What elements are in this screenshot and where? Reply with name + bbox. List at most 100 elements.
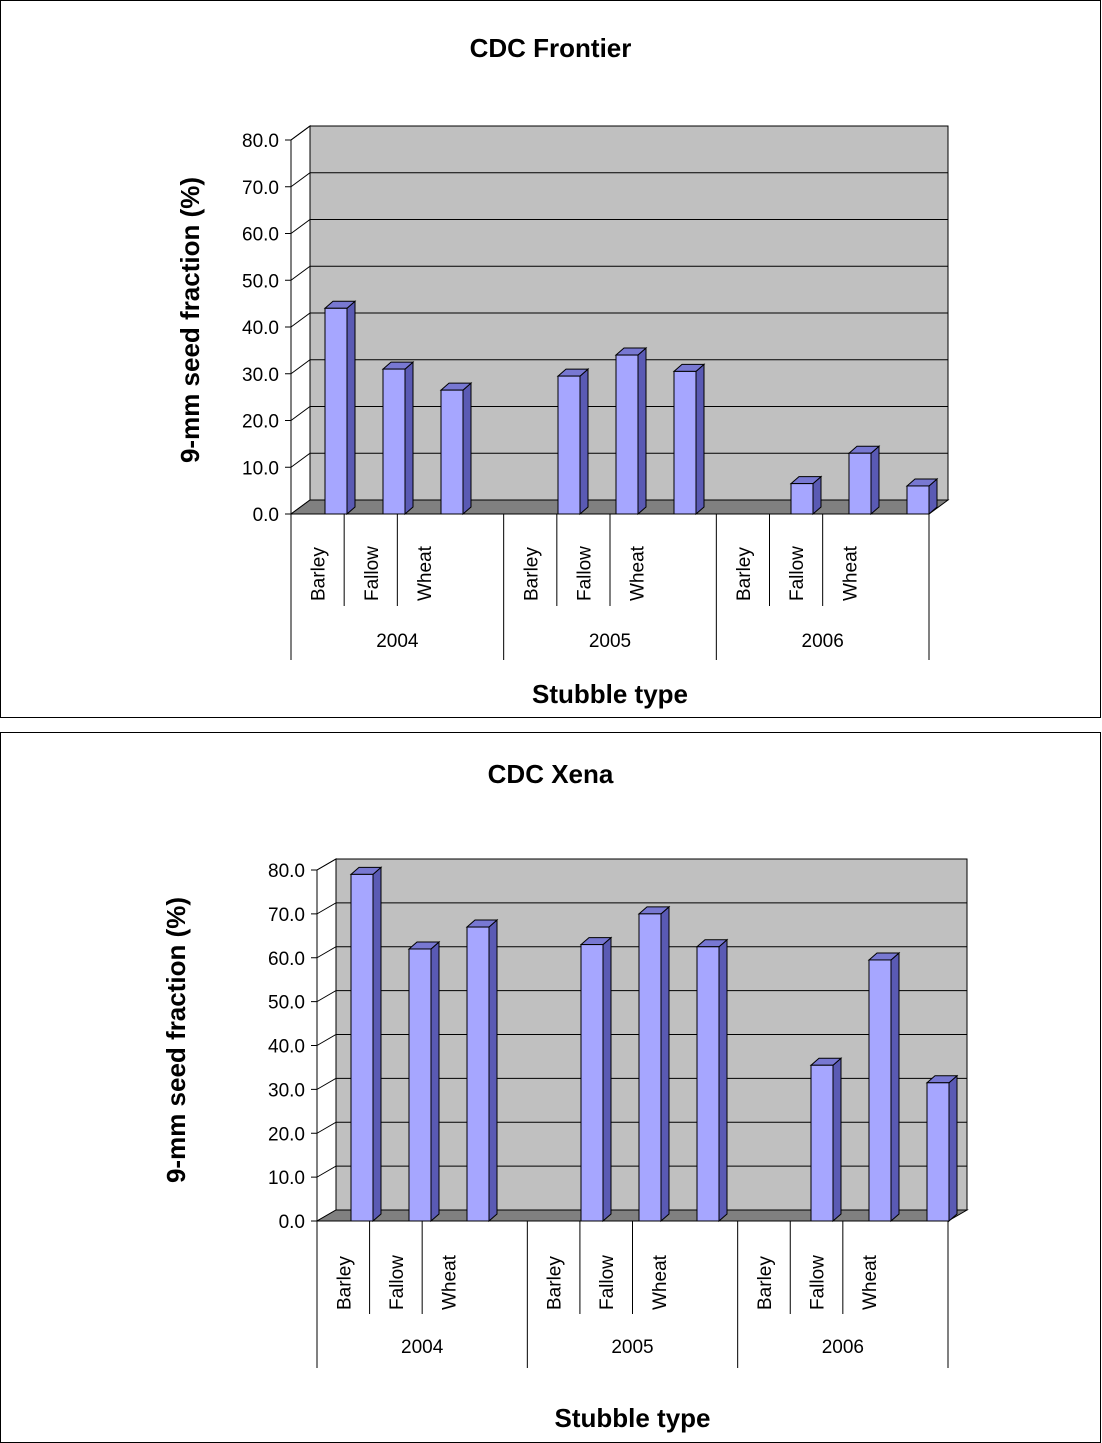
bar-2006-barley — [810, 1064, 834, 1222]
chart-title: CDC Xena — [488, 759, 614, 789]
category-label: Fallow — [387, 1255, 408, 1310]
bar-2005-fallow — [638, 913, 662, 1222]
category-label: Fallow — [597, 1255, 618, 1310]
bar-2004-wheat — [466, 926, 490, 1222]
bar-2004-barley — [350, 873, 374, 1222]
bar-2004-barley — [324, 307, 348, 515]
bar-side — [948, 1074, 958, 1223]
gridline — [316, 858, 967, 871]
x-axis-label: Stubble type — [532, 679, 688, 709]
group-label: 2005 — [611, 1337, 653, 1358]
bar-side — [870, 445, 880, 516]
gridline — [290, 312, 948, 328]
group-label: 2006 — [802, 631, 844, 652]
bar-2005-wheat — [696, 946, 720, 1222]
category-label: Wheat — [415, 545, 436, 601]
category-label: Barley — [545, 1256, 566, 1310]
bar-side — [890, 951, 900, 1223]
y-tick-label: 80.0 — [242, 131, 279, 152]
bar-2006-fallow — [868, 959, 892, 1222]
category-label: Wheat — [628, 545, 649, 601]
x-axis-label: Stubble type — [554, 1403, 710, 1433]
y-tick-label: 50.0 — [268, 993, 305, 1014]
y-tick-label: 60.0 — [242, 225, 279, 246]
category-label: Barley — [734, 547, 755, 601]
bar-2004-fallow — [382, 368, 406, 515]
category-label: Fallow — [574, 546, 595, 601]
y-tick-label: 30.0 — [268, 1080, 305, 1101]
y-tick-label: 10.0 — [242, 458, 279, 479]
category-label: Fallow — [362, 546, 383, 601]
chart-panel-cdc-xena: 0.0 10.0 20.0 30.0 40.0 50.0 60.0 70.0 80.0 Barle… — [0, 732, 1101, 1443]
y-tick-label: 20.0 — [242, 412, 279, 433]
bar-side — [602, 936, 612, 1223]
gridline — [316, 1034, 967, 1046]
bar-chart-cdc-xena: 0.0 10.0 20.0 30.0 40.0 50.0 60.0 70.0 80.0 Barle… — [161, 759, 969, 1433]
gridline — [290, 265, 948, 281]
bar-side — [579, 367, 589, 516]
gridline — [290, 172, 948, 188]
gridline — [290, 406, 948, 421]
category-label: Barley — [309, 547, 330, 601]
bar-side — [372, 866, 382, 1223]
bar-side — [488, 918, 498, 1223]
bar-2005-barley — [557, 375, 581, 515]
bar-side — [462, 382, 472, 516]
group-label: 2006 — [822, 1337, 864, 1358]
y-tick-label: 50.0 — [242, 271, 279, 292]
group-label: 2005 — [589, 631, 631, 652]
gridline — [316, 1121, 967, 1134]
category-label: Wheat — [439, 1254, 460, 1310]
y-tick-label: 10.0 — [268, 1168, 305, 1189]
bar-side — [637, 346, 647, 516]
gridline — [316, 990, 967, 1003]
bar-2006-wheat — [926, 1082, 950, 1222]
y-tick-label: 40.0 — [242, 318, 279, 339]
category-label: Wheat — [860, 1254, 881, 1310]
bar-2006-wheat — [906, 485, 930, 515]
category-label: Fallow — [787, 546, 808, 601]
bar-side — [660, 905, 670, 1223]
bar-2005-wheat — [673, 370, 697, 515]
bar-side — [695, 363, 705, 516]
gridline — [290, 452, 948, 468]
gridline — [290, 219, 948, 234]
bar-2005-barley — [580, 944, 604, 1222]
y-axis-label: 9-mm seed fraction (%) — [175, 177, 205, 463]
chart-panel-cdc-frontier: 0.0 10.0 20.0 30.0 40.0 50.0 60.0 70.0 80.0 Barle… — [0, 0, 1101, 718]
y-tick-label: 40.0 — [268, 1037, 305, 1058]
gridline — [290, 125, 948, 141]
bar-2005-fallow — [615, 354, 639, 515]
bar-side — [346, 300, 356, 516]
bar-side — [430, 940, 440, 1223]
y-axis-label: 9-mm seed fraction (%) — [161, 897, 191, 1183]
category-label: Barley — [521, 547, 542, 601]
category-label: Barley — [755, 1256, 776, 1310]
bar-side — [718, 938, 728, 1223]
bar-side — [832, 1057, 842, 1223]
y-tick-label: 70.0 — [268, 905, 305, 926]
y-tick-label: 80.0 — [268, 861, 305, 882]
bar-2004-fallow — [408, 948, 432, 1222]
gridline — [316, 1077, 967, 1090]
category-label: Wheat — [650, 1254, 671, 1310]
bar-2006-fallow — [848, 452, 872, 515]
gridline — [316, 902, 967, 915]
y-tick-label: 0.0 — [279, 1212, 305, 1233]
y-tick-label: 20.0 — [268, 1124, 305, 1145]
bar-side — [404, 360, 414, 516]
gridline — [316, 1165, 967, 1178]
category-label: Fallow — [808, 1255, 829, 1310]
category-label: Wheat — [840, 545, 861, 601]
bar-2004-wheat — [440, 389, 464, 515]
gridline — [290, 359, 948, 375]
y-tick-label: 70.0 — [242, 178, 279, 199]
group-label: 2004 — [401, 1337, 444, 1358]
gridline — [316, 946, 967, 959]
chart-title: CDC Frontier — [470, 33, 632, 63]
group-label: 2004 — [376, 631, 419, 652]
category-label: Barley — [334, 1256, 355, 1310]
y-tick-label: 30.0 — [242, 365, 279, 386]
y-tick-label: 60.0 — [268, 949, 305, 970]
bar-chart-cdc-frontier: 0.0 10.0 20.0 30.0 40.0 50.0 60.0 70.0 80.0 Barle… — [175, 33, 950, 709]
